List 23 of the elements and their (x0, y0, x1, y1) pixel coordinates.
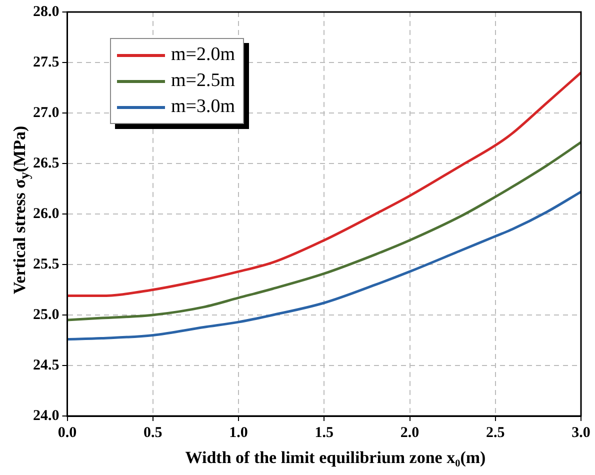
y-tick-label: 26.0 (33, 206, 60, 222)
x-tick-label: 0.5 (144, 424, 162, 441)
x-tick-label: 2.5 (486, 424, 505, 441)
y-tick-label: 28.0 (33, 4, 60, 20)
y-tick-label: 24.5 (33, 357, 60, 374)
x-tick-label: 0.0 (58, 424, 77, 441)
x-axis-title: Width of the limit equilibrium zone x₀(m) (184, 448, 487, 468)
legend-label: m=3.0m (171, 96, 236, 117)
x-tick-label: 2.0 (400, 424, 420, 441)
line-series (67, 71, 581, 298)
line-series (67, 190, 581, 340)
legend-label: m=2.0m (171, 44, 236, 65)
x-tick-label: 1.5 (314, 424, 334, 441)
y-tick-label: 24.0 (33, 408, 60, 424)
x-tick-label: 1.0 (229, 424, 248, 441)
legend-label: m=2.5m (171, 70, 236, 91)
x-tick-label: 3.0 (572, 424, 590, 441)
y-tick-label: 27.5 (33, 54, 60, 70)
y-tick-label: 27.0 (33, 104, 60, 121)
line-series (67, 141, 581, 322)
y-tick-label: 25.5 (33, 256, 60, 272)
y-tick-label: 26.5 (33, 155, 60, 172)
y-tick-label: 25.0 (33, 306, 60, 323)
